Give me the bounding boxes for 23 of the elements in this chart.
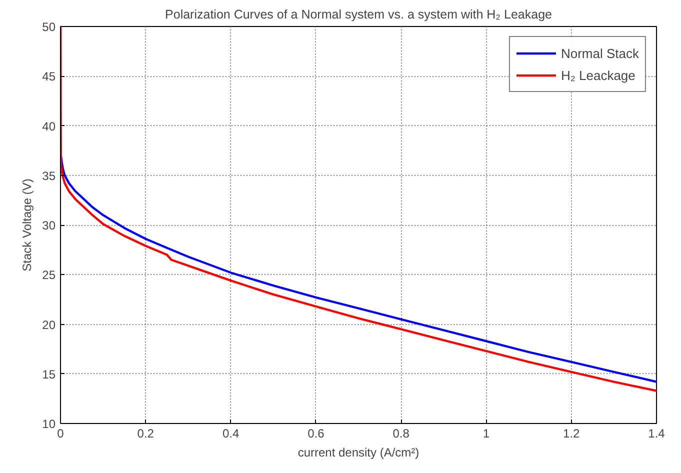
x-tick-label: 1.2: [563, 426, 580, 440]
x-tick-label: 0.2: [137, 426, 154, 440]
line-series: [60, 26, 656, 392]
y-tick-label: 25: [42, 268, 56, 282]
y-tick-label: 20: [42, 318, 56, 332]
x-tick-label: 0.8: [392, 426, 410, 440]
legend-label: H₂ Leackage: [560, 68, 636, 82]
y-tick-label: 40: [42, 119, 56, 134]
x-tick-label: 0: [57, 426, 64, 440]
chart-title: Polarization Curves of a Normal system vs. a system with H₂ Leakage: [165, 8, 552, 22]
y-tick-label: 15: [42, 367, 56, 382]
x-axis-title: current density (A/cm²): [298, 446, 420, 460]
x-tick-label: 0.6: [308, 426, 325, 440]
y-tick-label: 50: [42, 20, 56, 34]
x-tick-label: 1: [482, 426, 490, 440]
y-tick-label: 30: [42, 218, 56, 232]
legend-label: Normal Stack: [560, 46, 639, 60]
y-tick-label: 10: [42, 417, 56, 431]
y-axis-title: Stack Voltage (V): [20, 178, 34, 272]
y-tick-label: 45: [42, 70, 56, 84]
x-tick-label: 0.4: [222, 426, 240, 440]
y-tick-label: 35: [42, 168, 56, 183]
x-tick-label: 1.4: [648, 426, 666, 440]
